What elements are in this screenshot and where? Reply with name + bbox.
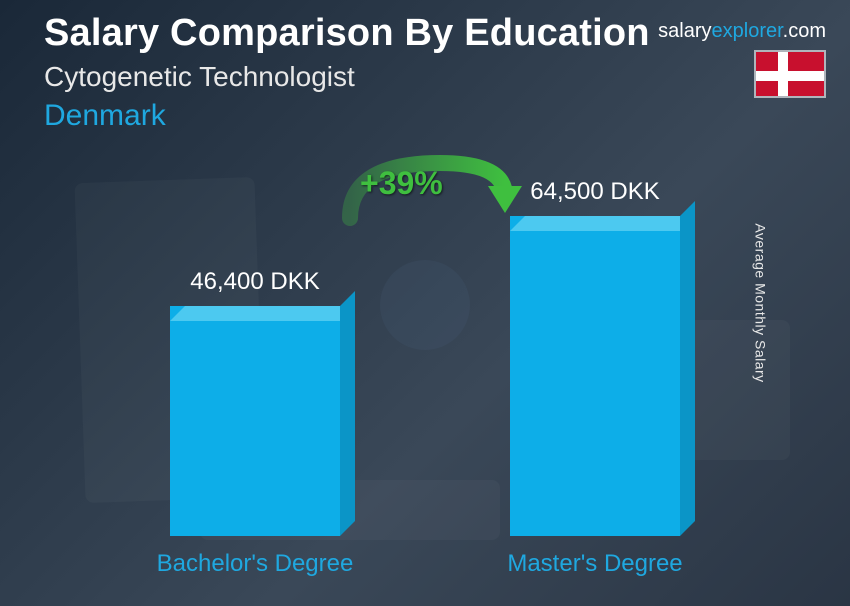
bar-item: 46,400 DKK xyxy=(170,268,340,536)
site-highlight: explorer xyxy=(712,20,783,42)
job-subtitle: Cytogenetic Technologist xyxy=(44,61,830,93)
bar-item: 64,500 DKK xyxy=(510,178,680,536)
bar-value-label: 64,500 DKK xyxy=(530,178,659,206)
bar-chart: 46,400 DKK 64,500 DKK Bachelor's Degree Ma… xyxy=(0,170,850,586)
bar-shape xyxy=(510,216,680,536)
site-suffix: .com xyxy=(783,20,826,42)
category-label: Bachelor's Degree xyxy=(140,550,370,578)
flag-icon xyxy=(754,50,826,98)
site-brand: salaryexplorer.com xyxy=(658,20,826,43)
country-label: Denmark xyxy=(44,99,830,133)
bar-value-label: 46,400 DKK xyxy=(190,268,319,296)
category-label: Master's Degree xyxy=(480,550,710,578)
site-prefix: salary xyxy=(658,20,711,42)
bar-shape xyxy=(170,306,340,536)
